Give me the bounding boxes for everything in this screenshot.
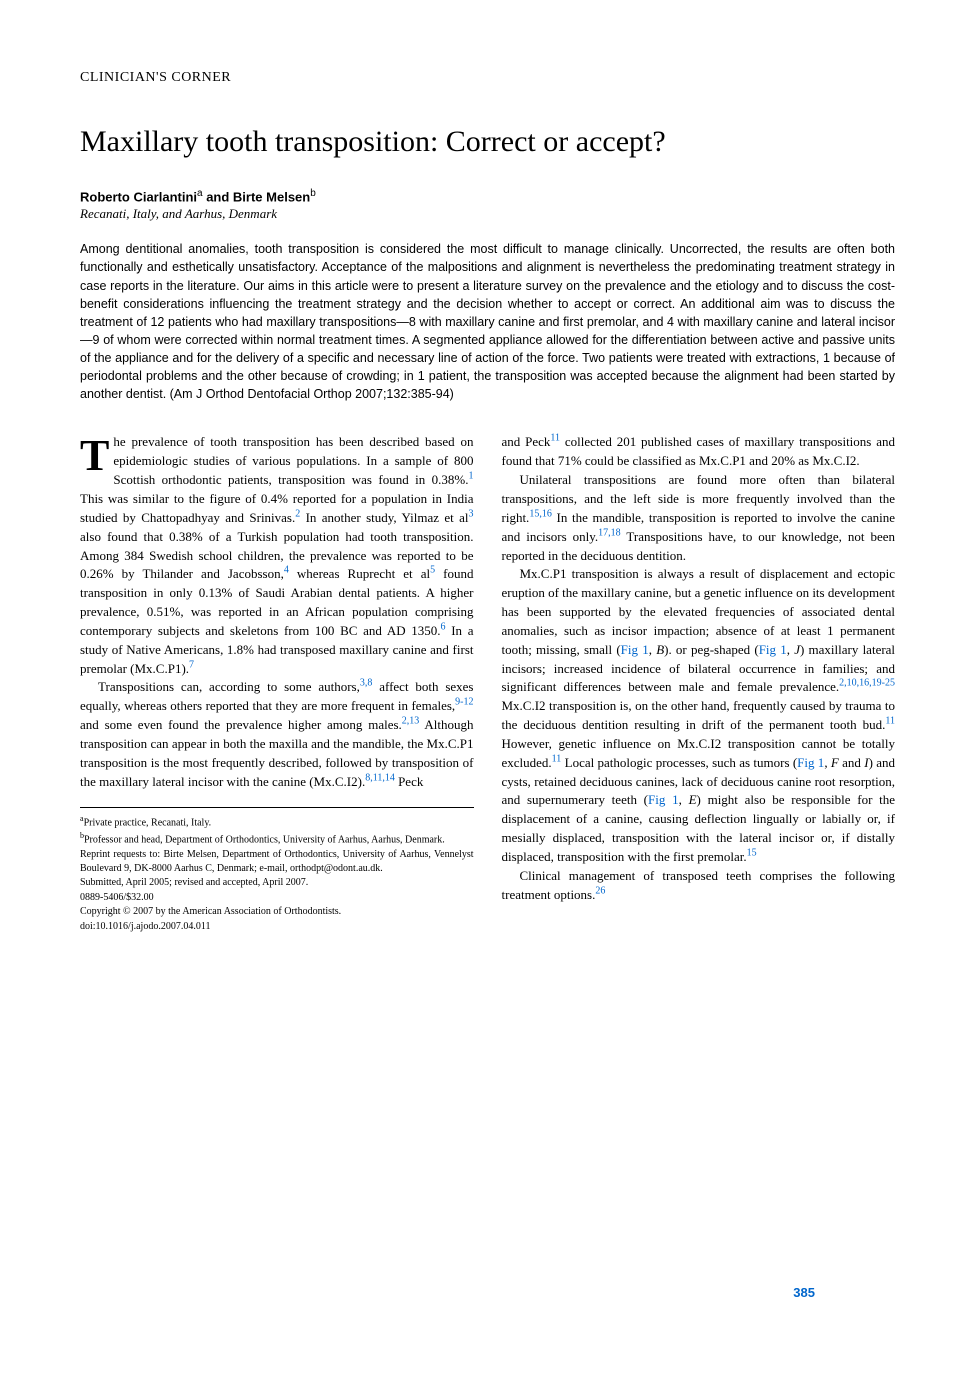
body-paragraph: Clinical management of transposed teeth … <box>502 867 896 905</box>
footnote: doi:10.1016/j.ajodo.2007.04.011 <box>80 920 474 934</box>
body-paragraph: Unilateral transpositions are found more… <box>502 471 896 565</box>
page-number: 385 <box>793 1285 815 1300</box>
footnote: aPrivate practice, Recanati, Italy. <box>80 814 474 830</box>
left-column: The prevalence of tooth transposition ha… <box>80 433 474 934</box>
right-column: and Peck11 collected 201 published cases… <box>502 433 896 934</box>
body-paragraph: Transpositions can, according to some au… <box>80 678 474 791</box>
article-title: Maxillary tooth transposition: Correct o… <box>80 124 895 160</box>
body-paragraph: Mx.C.P1 transposition is always a result… <box>502 565 896 867</box>
footnote: Reprint requests to: Birte Melsen, Depar… <box>80 848 474 875</box>
footnote: Submitted, April 2005; revised and accep… <box>80 876 474 890</box>
footnote: 0889-5406/$32.00 <box>80 891 474 905</box>
body-paragraph: and Peck11 collected 201 published cases… <box>502 433 896 471</box>
footnotes: aPrivate practice, Recanati, Italy. bPro… <box>80 807 474 933</box>
authors: Roberto Ciarlantinia and Birte Melsenb <box>80 188 895 204</box>
footnote: Copyright © 2007 by the American Associa… <box>80 905 474 919</box>
abstract: Among dentitional anomalies, tooth trans… <box>80 240 895 403</box>
body-columns: The prevalence of tooth transposition ha… <box>80 433 895 934</box>
body-paragraph: The prevalence of tooth transposition ha… <box>80 433 474 678</box>
affiliations: Recanati, Italy, and Aarhus, Denmark <box>80 206 895 222</box>
footnote: bProfessor and head, Department of Ortho… <box>80 831 474 847</box>
section-label: CLINICIAN'S CORNER <box>80 70 895 86</box>
